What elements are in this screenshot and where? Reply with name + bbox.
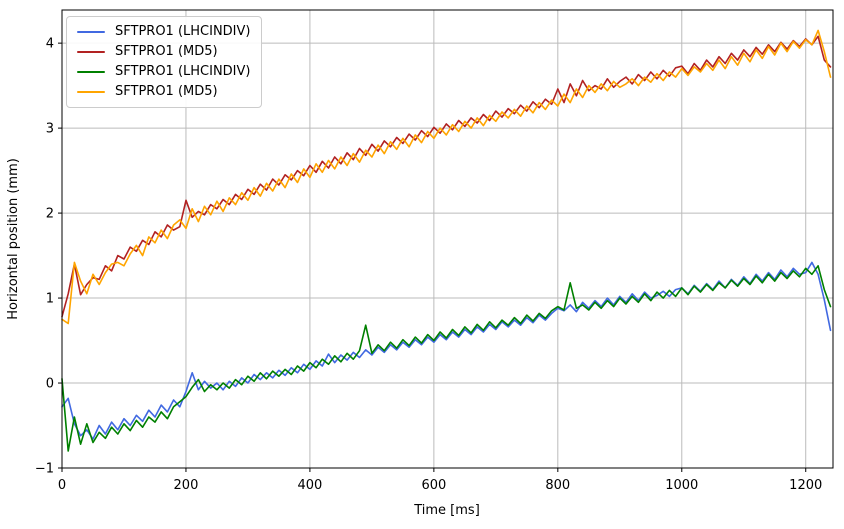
- y-tick-label: 1: [46, 292, 54, 307]
- x-tick-label: 200: [174, 478, 199, 493]
- legend-label: SFTPRO1 (MD5): [115, 44, 218, 59]
- series-line-3: [61, 29, 832, 325]
- legend-line-swatch: [77, 70, 105, 74]
- legend-item: SFTPRO1 (LHCINDIV): [77, 24, 250, 40]
- axes-spines: [61, 9, 834, 469]
- legend-label: SFTPRO1 (LHCINDIV): [115, 64, 251, 79]
- x-axis-label: Time [ms]: [413, 503, 480, 518]
- y-tick-label: 2: [46, 207, 54, 222]
- x-tick-label: 1200: [789, 478, 822, 493]
- legend-line-swatch: [77, 50, 105, 54]
- y-tick-label: 4: [46, 37, 54, 52]
- legend: SFTPRO1 (LHCINDIV) SFTPRO1 (MD5) SFTPRO1…: [66, 16, 263, 108]
- y-tick-label: −1: [35, 462, 54, 477]
- legend-line-swatch: [77, 30, 105, 34]
- x-tick-label: 400: [297, 478, 322, 493]
- x-tick-label: 600: [421, 478, 446, 493]
- y-axis-label: Horizontal position (mm): [6, 158, 21, 320]
- x-tick-label: 0: [58, 478, 66, 493]
- x-tick-label: 1000: [665, 478, 698, 493]
- legend-item: SFTPRO1 (LHCINDIV): [77, 64, 250, 80]
- legend-item: SFTPRO1 (MD5): [77, 84, 250, 100]
- series-line-0: [61, 261, 832, 440]
- series-line-2: [61, 264, 832, 452]
- series-line-1: [61, 35, 832, 318]
- y-tick-label: 0: [46, 377, 54, 392]
- legend-line-swatch: [77, 90, 105, 94]
- legend-label: SFTPRO1 (MD5): [115, 84, 218, 99]
- y-tick-label: 3: [46, 122, 54, 137]
- legend-label: SFTPRO1 (LHCINDIV): [115, 24, 251, 39]
- legend-item: SFTPRO1 (MD5): [77, 44, 250, 60]
- x-tick-label: 800: [545, 478, 570, 493]
